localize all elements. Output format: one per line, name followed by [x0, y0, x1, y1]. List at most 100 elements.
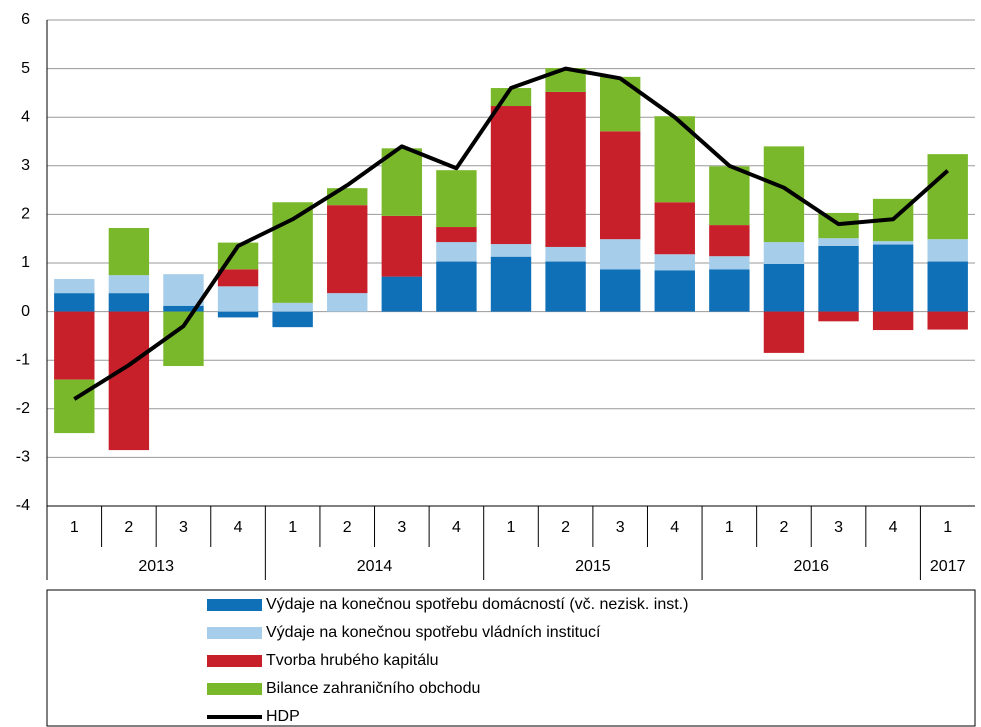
legend-label: Tvorba hrubého kapitálu	[266, 652, 439, 669]
legend-swatch	[207, 655, 262, 667]
bar-segment	[490, 256, 532, 312]
y-tick-label: -2	[16, 400, 30, 417]
bar-segment	[217, 311, 259, 318]
legend-box	[46, 589, 976, 727]
bar-segment	[436, 227, 477, 243]
bar-segment	[545, 246, 586, 262]
y-tick-label: -3	[16, 449, 30, 466]
bar-segment	[108, 311, 150, 451]
bar-segment	[818, 245, 859, 312]
bar-segment	[654, 202, 695, 255]
legend-label: Výdaje na konečnou spotřebu domácností (…	[266, 596, 688, 613]
x-tick-label: 3	[834, 519, 843, 536]
legend-label: HDP	[266, 708, 300, 725]
bar-segment	[763, 311, 805, 353]
bar-segment	[599, 239, 641, 270]
x-tick-label: 1	[725, 519, 734, 536]
bar-segment	[381, 276, 423, 312]
x-tick-label: 4	[234, 519, 243, 536]
bar-segment	[490, 106, 532, 245]
bar-segment	[108, 275, 150, 294]
bar-segment	[763, 146, 805, 243]
bar-segment	[381, 148, 423, 216]
bar-segment	[436, 261, 477, 312]
bar-segment	[927, 311, 968, 330]
y-tick-label: 6	[21, 11, 30, 28]
bar-segment	[872, 311, 914, 331]
y-tick-label: 2	[21, 206, 30, 223]
x-tick-label: 2	[779, 519, 788, 536]
bar-segment	[272, 302, 313, 312]
x-tick-label: 1	[70, 519, 79, 536]
bar-segment	[327, 293, 368, 312]
bar-segment	[545, 261, 586, 312]
year-label: 2015	[575, 558, 611, 575]
line-series	[73, 66, 950, 401]
bar-segment	[654, 270, 695, 312]
x-tick-label: 2	[561, 519, 570, 536]
x-tick-label: 3	[616, 519, 625, 536]
y-tick-label: 4	[21, 108, 30, 125]
bar-segment	[927, 239, 968, 262]
bar-segment	[709, 166, 750, 226]
y-tick-label: -4	[16, 497, 30, 514]
bar-segment	[709, 225, 750, 257]
bar-segment	[163, 274, 204, 306]
bar-segment	[54, 311, 95, 380]
x-tick-label: 4	[452, 519, 461, 536]
bar-segment	[872, 241, 914, 245]
legend-swatch	[207, 683, 262, 695]
x-tick-label: 4	[889, 519, 898, 536]
bar-segment	[272, 311, 313, 328]
x-tick-label: 3	[397, 519, 406, 536]
x-tick-label: 2	[124, 519, 133, 536]
bar-segment	[217, 269, 259, 287]
bar-segment	[490, 244, 532, 257]
year-label: 2016	[793, 558, 829, 575]
bar-segment	[436, 170, 477, 228]
bar-segment	[381, 215, 423, 277]
bar-segment	[217, 286, 259, 312]
legend-label: Bilance zahraničního obchodu	[266, 680, 480, 697]
y-tick-label: 5	[21, 60, 30, 77]
x-tick-label: 4	[670, 519, 679, 536]
bar-segment	[927, 261, 968, 312]
year-label: 2014	[357, 558, 393, 575]
y-tick-label: -1	[16, 351, 30, 368]
year-label: 2017	[930, 558, 966, 575]
y-tick-label: 1	[21, 254, 30, 271]
year-label: 2013	[138, 558, 174, 575]
bar-segment	[163, 305, 204, 312]
bar-segment	[927, 154, 968, 240]
bar-segment	[436, 242, 477, 262]
bar-segment	[54, 279, 95, 294]
bar-segment	[54, 293, 95, 312]
x-tick-label: 2	[343, 519, 352, 536]
bar-segment	[599, 269, 641, 312]
bar-segment	[763, 263, 805, 312]
y-tick-label: 0	[21, 303, 30, 320]
x-tick-label: 1	[943, 519, 952, 536]
bar-segment	[108, 228, 150, 276]
x-tick-label: 3	[179, 519, 188, 536]
bar-segment	[872, 244, 914, 312]
bar-segment	[108, 293, 150, 312]
bar-segment	[763, 242, 805, 264]
bar-segment	[163, 311, 204, 367]
bar-segment	[54, 379, 95, 434]
bar-segment	[818, 311, 859, 322]
bar-segment	[599, 131, 641, 240]
legend-swatch	[207, 599, 262, 611]
bar-segment	[709, 269, 750, 312]
bar-segment	[654, 254, 695, 271]
bar-segment	[818, 238, 859, 246]
x-tick-label: 1	[288, 519, 297, 536]
bar-segment	[327, 205, 368, 294]
y-tick-label: 3	[21, 157, 30, 174]
x-tick-label: 1	[507, 519, 516, 536]
bar-segment	[545, 91, 586, 247]
bar-segment	[327, 188, 368, 206]
legend-label: Výdaje na konečnou spotřebu vládních ins…	[266, 624, 601, 641]
legend-swatch	[207, 627, 262, 639]
